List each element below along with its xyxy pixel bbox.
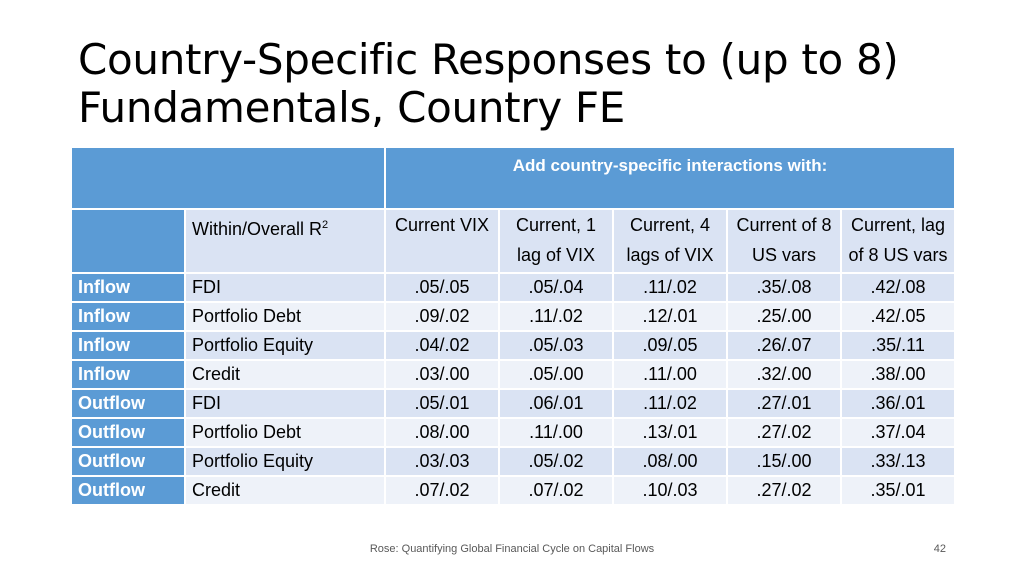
table-cell: .27/.02 <box>726 475 842 506</box>
table-cell: .11/.00 <box>498 417 614 448</box>
table-cell: .35/.08 <box>726 272 842 303</box>
table-cell: .06/.01 <box>498 388 614 419</box>
table-cell: .05/.04 <box>498 272 614 303</box>
table-cell: .11/.00 <box>612 359 728 390</box>
column-header: Current, lag of 8 US vars <box>839 208 957 274</box>
table-cell: .32/.00 <box>726 359 842 390</box>
table-cell: .27/.01 <box>726 388 842 419</box>
row-flow-type: Credit <box>184 475 386 506</box>
table-row: Outflow FDI .05/.01.06/.01.11/.02.27/.01.3… <box>70 388 957 419</box>
table-cell: .25/.00 <box>726 301 842 332</box>
table-row: Outflow Credit .07/.02.07/.02.10/.03.27/.0… <box>70 475 957 506</box>
row-flow-type: FDI <box>184 388 386 419</box>
table-cell: .12/.01 <box>612 301 728 332</box>
table-cell: .11/.02 <box>498 301 614 332</box>
row-direction: Outflow <box>70 388 186 419</box>
row-flow-type: Portfolio Debt <box>184 417 386 448</box>
slide-title: Country-Specific Responses to (up to 8) … <box>78 36 998 132</box>
header-band-empty <box>70 146 386 210</box>
table-row: Inflow Portfolio Debt .09/.02.11/.02.12/.0… <box>70 301 957 332</box>
row-direction: Outflow <box>70 446 186 477</box>
row-direction: Inflow <box>70 330 186 361</box>
table-cell: .36/.01 <box>839 388 957 419</box>
page-number: 42 <box>933 543 946 555</box>
slide-title-line-2: Fundamentals, Country FE <box>78 83 626 132</box>
stat-header-superscript: 2 <box>322 219 329 231</box>
table-cell: .08/.00 <box>612 446 728 477</box>
table-cell: .35/.01 <box>839 475 957 506</box>
row-direction: Inflow <box>70 359 186 390</box>
table-cell: .42/.05 <box>839 301 957 332</box>
table-cell: .42/.08 <box>839 272 957 303</box>
row-direction: Outflow <box>70 475 186 506</box>
table-row: Outflow Portfolio Debt .08/.00.11/.00.13/.… <box>70 417 957 448</box>
row-flow-type: FDI <box>184 272 386 303</box>
row-direction: Inflow <box>70 272 186 303</box>
column-header-row: Within/Overall R2 Current VIX Current, 1… <box>70 208 957 274</box>
column-header: Current of 8 US vars <box>726 208 842 274</box>
table-cell: .07/.02 <box>498 475 614 506</box>
stat-header-text: Within/Overall R <box>192 219 323 239</box>
table-cell: .38/.00 <box>839 359 957 390</box>
row-direction: Outflow <box>70 417 186 448</box>
table-cell: .33/.13 <box>839 446 957 477</box>
table-row: Outflow Portfolio Equity .03/.03.05/.02.08… <box>70 446 957 477</box>
table-row: Inflow Credit .03/.00.05/.00.11/.00.32/.00… <box>70 359 957 390</box>
row-flow-type: Credit <box>184 359 386 390</box>
table-cell: .10/.03 <box>612 475 728 506</box>
stat-header: Within/Overall R2 <box>184 208 386 274</box>
table-cell: .05/.01 <box>384 388 500 419</box>
table-cell: .03/.00 <box>384 359 500 390</box>
table-cell: .05/.03 <box>498 330 614 361</box>
column-header: Current, 4 lags of VIX <box>612 208 728 274</box>
table-cell: .37/.04 <box>839 417 957 448</box>
table-cell: .27/.02 <box>726 417 842 448</box>
table-cell: .04/.02 <box>384 330 500 361</box>
table-row: Inflow FDI .05/.05.05/.04.11/.02.35/.08.42… <box>70 272 957 303</box>
row-flow-type: Portfolio Equity <box>184 330 386 361</box>
table-cell: .11/.02 <box>612 388 728 419</box>
row-flow-type: Portfolio Debt <box>184 301 386 332</box>
table-cell: .03/.03 <box>384 446 500 477</box>
table-cell: .05/.05 <box>384 272 500 303</box>
table-cell: .07/.02 <box>384 475 500 506</box>
column-header: Current VIX <box>384 208 500 274</box>
table-cell: .05/.02 <box>498 446 614 477</box>
table-cell: .26/.07 <box>726 330 842 361</box>
header-band-row: Add country-specific interactions with: <box>70 146 957 210</box>
results-table: Add country-specific interactions with: … <box>70 146 957 506</box>
slide-title-line-1: Country-Specific Responses to (up to 8) <box>78 35 899 84</box>
footer-citation: Rose: Quantifying Global Financial Cycle… <box>369 543 655 555</box>
table-cell: .09/.05 <box>612 330 728 361</box>
table-cell: .11/.02 <box>612 272 728 303</box>
table-cell: .13/.01 <box>612 417 728 448</box>
row-direction: Inflow <box>70 301 186 332</box>
table-cell: .05/.00 <box>498 359 614 390</box>
row-flow-type: Portfolio Equity <box>184 446 386 477</box>
table-cell: .08/.00 <box>384 417 500 448</box>
corner-cell <box>70 208 186 274</box>
table-cell: .15/.00 <box>726 446 842 477</box>
table-cell: .09/.02 <box>384 301 500 332</box>
table-row: Inflow Portfolio Equity .04/.02.05/.03.09/… <box>70 330 957 361</box>
table-cell: .35/.11 <box>839 330 957 361</box>
group-header: Add country-specific interactions with: <box>383 146 957 210</box>
column-header: Current, 1 lag of VIX <box>498 208 614 274</box>
